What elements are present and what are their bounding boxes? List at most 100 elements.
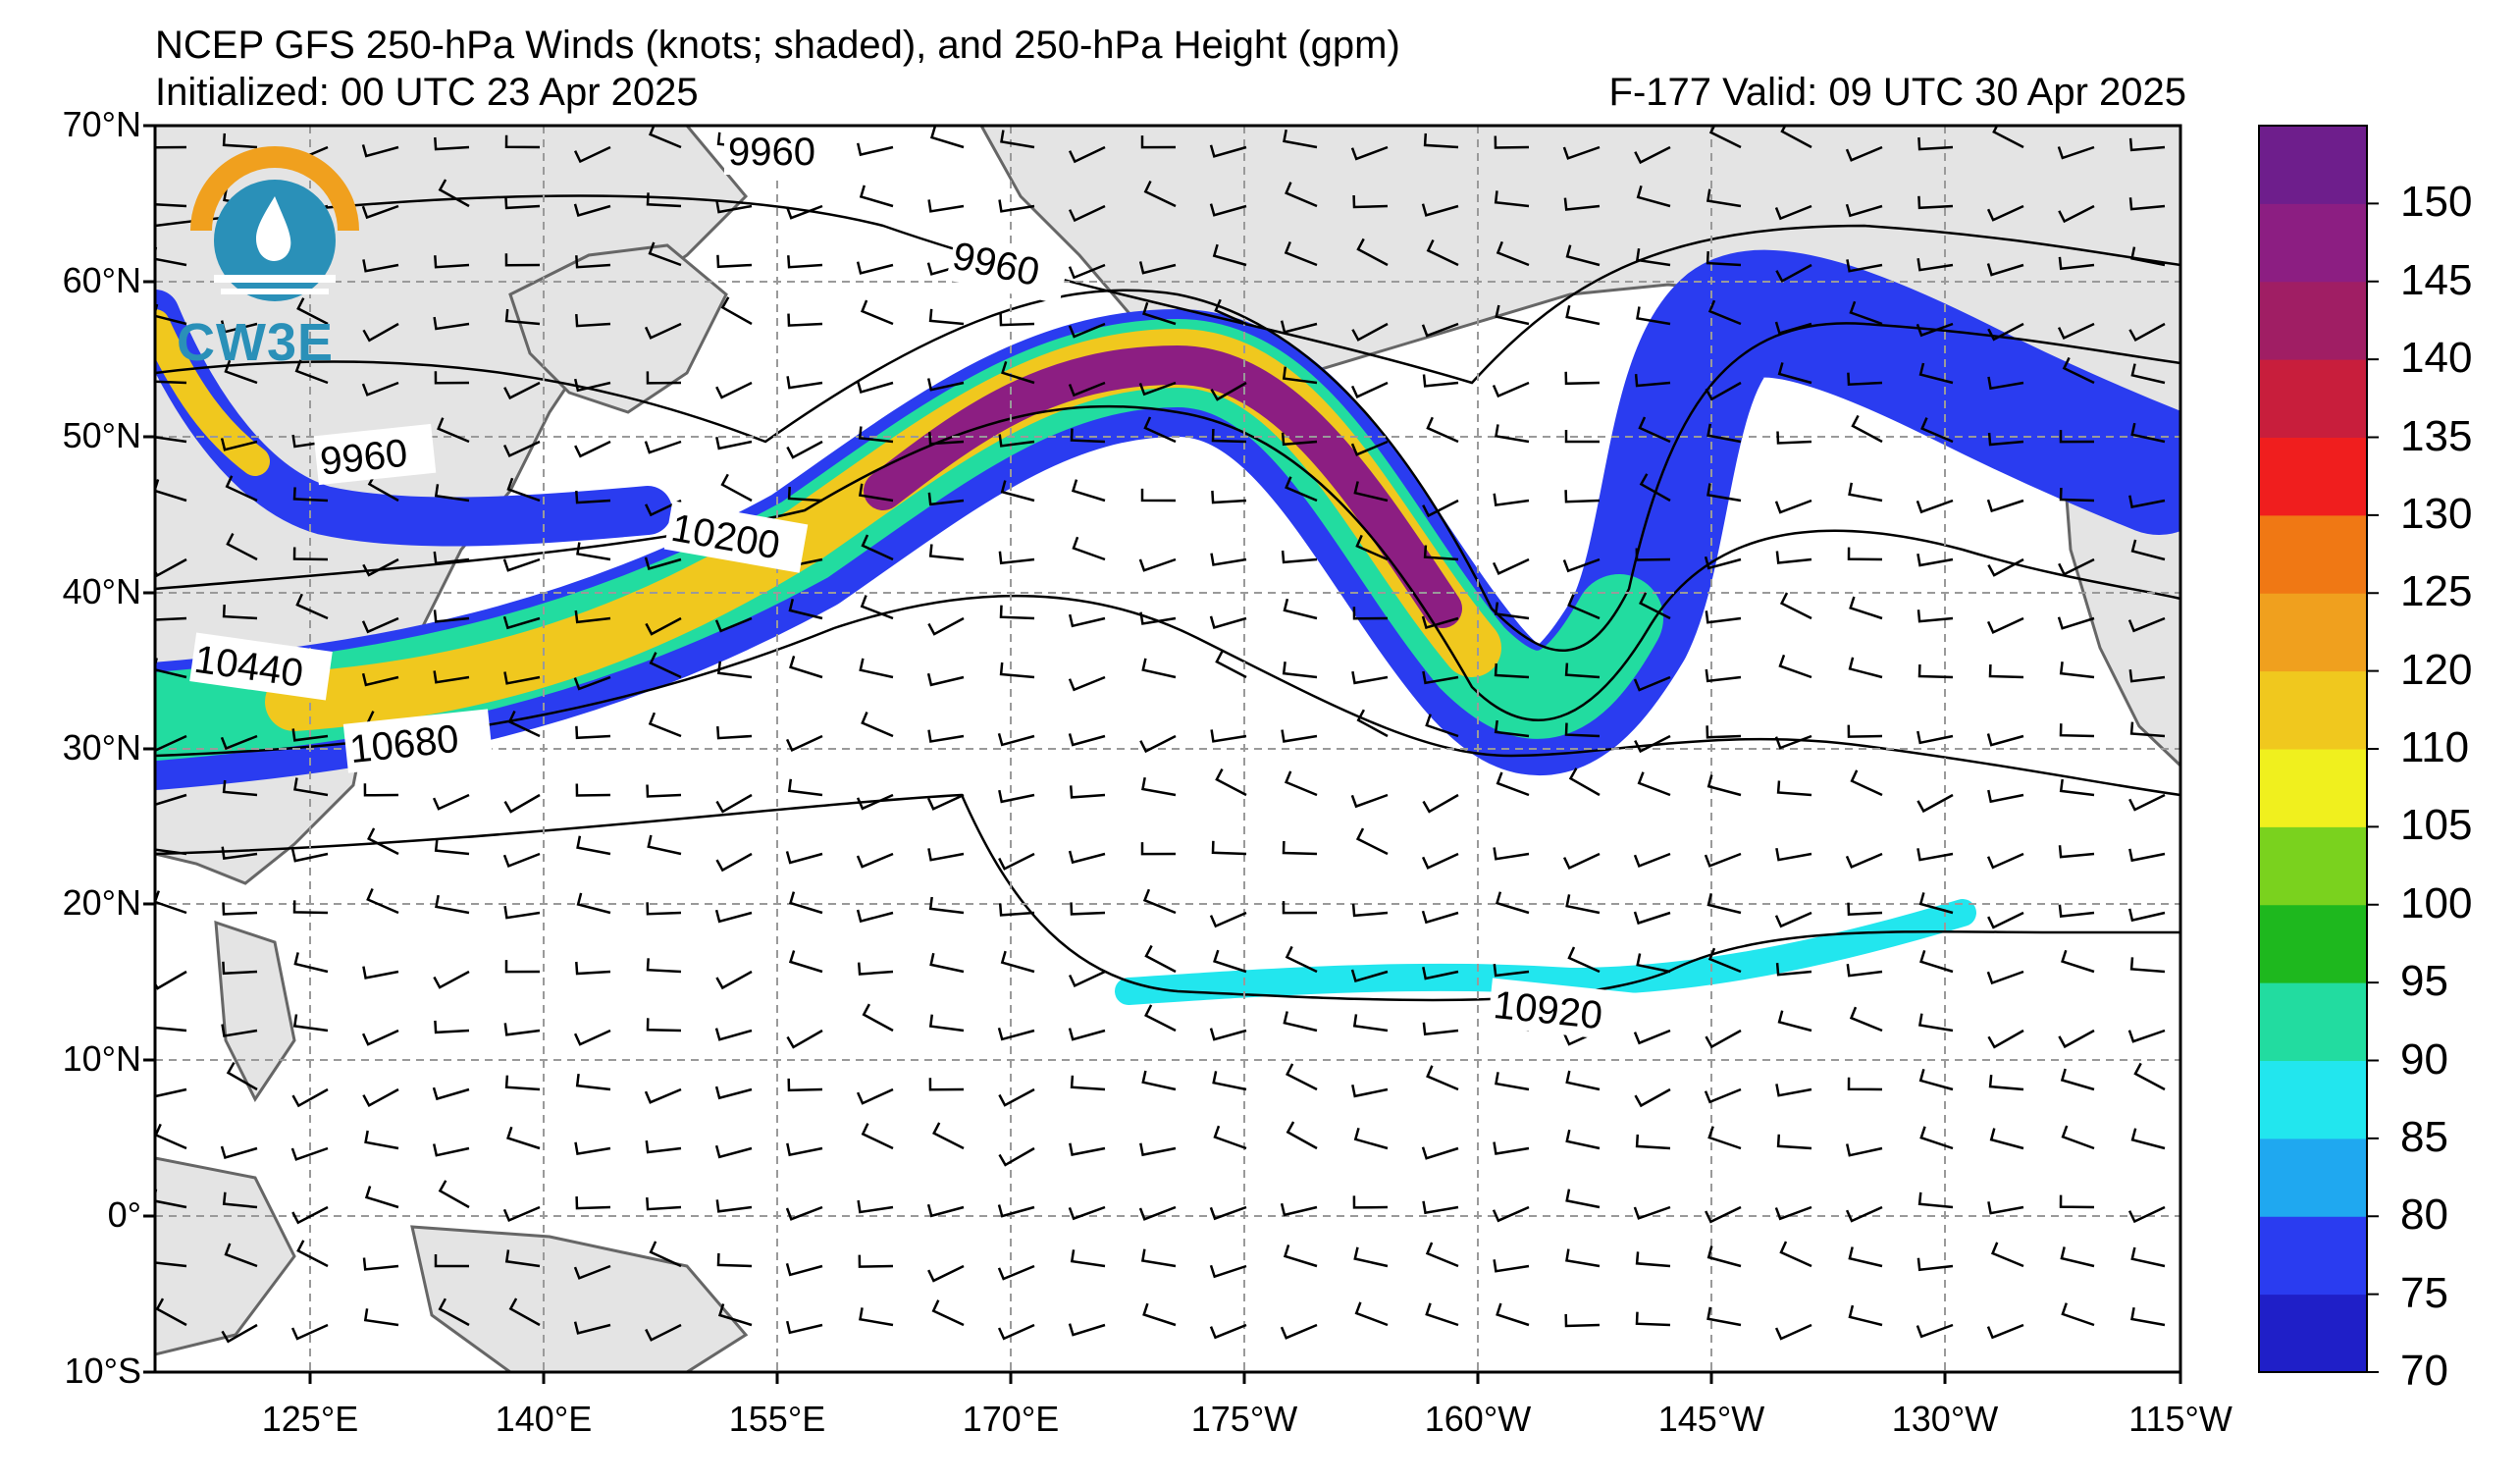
wind-barb <box>1350 969 1389 983</box>
wind-barb <box>648 241 682 267</box>
wind-barb <box>2061 1302 2095 1327</box>
wind-barb <box>1210 381 1247 401</box>
wind-barb <box>220 734 258 751</box>
colorbar-swatch <box>2259 514 2367 594</box>
wind-barb <box>1068 970 1106 988</box>
colorbar-swatch <box>2259 126 2367 204</box>
wind-barb <box>2130 363 2166 385</box>
wind-barb <box>714 909 753 924</box>
wind-barb <box>2130 1306 2166 1327</box>
wind-barb <box>1209 615 1247 629</box>
wind-barb <box>438 1298 470 1327</box>
wind-barb <box>2128 322 2166 342</box>
wind-barb <box>503 1023 541 1036</box>
wind-barb <box>1213 1125 1247 1150</box>
graticule <box>155 126 2180 1372</box>
wind-barb <box>1495 424 1530 444</box>
wind-barb <box>1634 145 1671 165</box>
colorbar-tick-label: 125 <box>2400 567 2473 616</box>
wind-barb <box>1774 911 1812 928</box>
wind-barb <box>2130 1246 2166 1268</box>
wind-barb <box>1635 1311 1671 1327</box>
wind-barb <box>2061 1125 2095 1150</box>
contour-label-group: 9960 9960 9960 10200 10440 10680 10920 <box>189 126 1636 1042</box>
wind-barb <box>155 380 187 385</box>
wind-barb <box>1282 901 1318 915</box>
wind-barb <box>220 438 258 451</box>
wind-barb <box>1496 1302 1530 1327</box>
wind-barb <box>1422 670 1459 685</box>
wind-barb <box>1778 654 1812 679</box>
wind-barb <box>504 1249 541 1268</box>
wind-barb <box>1635 248 1671 267</box>
wind-barb <box>361 144 399 158</box>
wind-barb <box>787 313 823 327</box>
wind-barb <box>715 793 753 814</box>
wind-barb <box>859 185 894 208</box>
wind-barb <box>1992 126 2024 149</box>
wind-barb <box>1920 417 1954 444</box>
wind-barb <box>1564 662 1601 679</box>
jet-south <box>1115 899 1976 1005</box>
wind-barb <box>1845 852 1883 870</box>
wind-barb <box>363 1308 399 1327</box>
wind-barb <box>1916 553 1954 567</box>
wind-barb <box>1068 1205 1106 1221</box>
wind-barb <box>1562 557 1601 573</box>
wind-barb <box>2130 422 2166 444</box>
wind-barb <box>1639 473 1671 503</box>
wind-barb <box>1565 1070 1601 1091</box>
contour-label: 9960 <box>728 131 815 174</box>
wind-barb <box>1916 793 1954 814</box>
colorbar-tick-label: 135 <box>2400 411 2473 460</box>
wind-barb <box>1426 1065 1459 1091</box>
wind-barb <box>856 1087 894 1105</box>
wind-barb <box>1847 1077 1883 1091</box>
wind-barb <box>1281 550 1318 564</box>
wind-barb <box>998 1146 1035 1167</box>
colorbar-tick-label: 95 <box>2400 957 2448 1006</box>
lon-label: 170°E <box>962 1399 1060 1439</box>
wind-barb <box>1917 136 1954 151</box>
wind-barb <box>508 1298 541 1327</box>
wind-barb <box>291 1205 329 1225</box>
wind-barb <box>155 1250 187 1268</box>
wind-barb <box>1707 1126 1742 1150</box>
wind-barb <box>155 616 187 621</box>
lon-label: 155°E <box>728 1399 826 1439</box>
wind-barb <box>225 475 258 503</box>
wind-barb <box>1850 769 1883 797</box>
jet-core <box>864 344 1462 628</box>
wind-barb <box>1848 1246 1883 1268</box>
wind-barb <box>926 1203 965 1218</box>
wind-barb <box>1425 714 1459 738</box>
wind-barb <box>1351 670 1389 685</box>
wind-barb <box>1777 1010 1812 1033</box>
wind-barb <box>716 254 753 269</box>
wind-barb <box>432 793 470 811</box>
wind-barb <box>928 896 965 915</box>
wind-barb <box>2058 256 2095 271</box>
wind-barb <box>290 849 329 863</box>
wind-barb <box>1986 852 2024 870</box>
lon-label: 160°W <box>1424 1399 1532 1439</box>
wind-barb <box>1636 185 1671 208</box>
wind-barb <box>1775 1084 1812 1097</box>
wind-barb <box>2058 1029 2095 1049</box>
wind-barb <box>1139 611 1177 625</box>
wind-barb <box>928 308 965 326</box>
wind-barb <box>2127 1205 2166 1224</box>
wind-barb <box>362 1257 399 1271</box>
wind-barb <box>1564 722 1601 738</box>
wind-barb <box>292 1014 329 1033</box>
wind-barb <box>1916 730 1954 745</box>
wind-barb <box>575 491 611 504</box>
wind-barb <box>291 1087 329 1108</box>
wind-barb <box>1706 774 1742 797</box>
wind-barb <box>645 1323 682 1342</box>
wind-barb <box>2059 1194 2095 1209</box>
wind-barb <box>1352 607 1389 620</box>
wind-barb <box>787 487 823 503</box>
wind-barb <box>1706 423 1742 444</box>
colorbar-swatch <box>2259 359 2367 438</box>
